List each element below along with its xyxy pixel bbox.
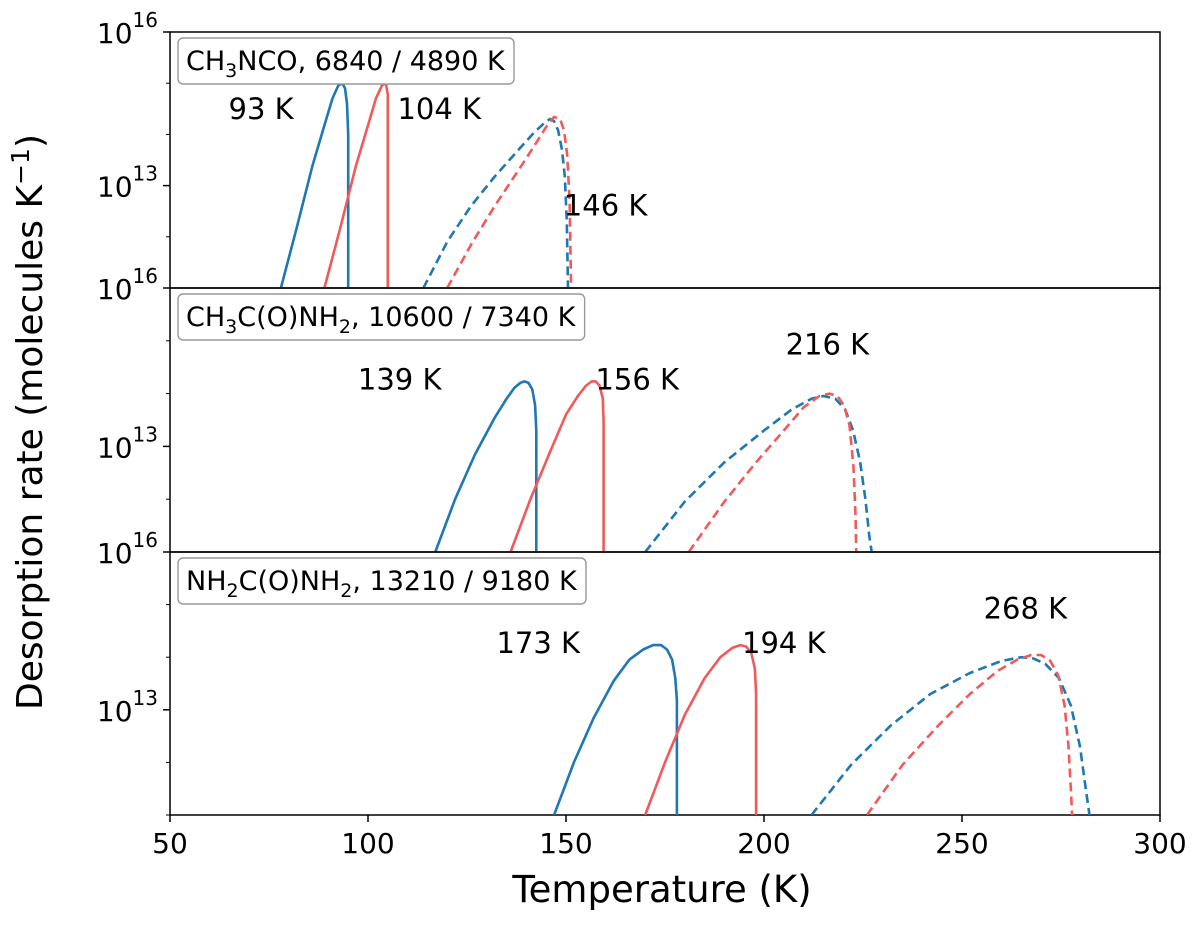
- curve-red-solid: [509, 380, 605, 552]
- panel-label-box: [177, 37, 515, 85]
- y-axis-label-main: Desorption rate (molecules K: [10, 184, 51, 711]
- curve-blue-solid: [279, 81, 350, 288]
- y-axis-label-close: ): [10, 134, 51, 148]
- y-axis-label: Desorption rate (molecules K−1): [6, 134, 51, 710]
- y-tick-mid-label: 1013: [97, 422, 158, 464]
- curve-blue-dashed: [422, 117, 570, 288]
- panel-3: 1016 1013 173 K 194 K 268 K NH2C(O)NH2, 13210…: [97, 528, 1161, 816]
- panel-label-box: [177, 557, 587, 605]
- x-tick-label: 200: [737, 827, 790, 860]
- peak-annotation: 139 K: [358, 362, 443, 396]
- panel-label: CH3NCO, 6840 / 4890 K: [177, 37, 515, 85]
- curve-blue-solid: [434, 380, 538, 552]
- curve-red-dashed: [687, 392, 858, 552]
- x-tick-label: 150: [539, 827, 592, 860]
- y-tick-top-label: 1016: [97, 528, 158, 570]
- curve-blue-solid: [552, 643, 679, 815]
- panels-layer: 1016 1013 93 K 104 K 146 K CH3NCO, 6840 / 489…: [97, 8, 1161, 816]
- peak-annotation: 173 K: [496, 626, 581, 660]
- peak-annotation: 93 K: [229, 92, 295, 126]
- y-tick-mid-label: 1013: [97, 162, 158, 204]
- panel-label-text: CH3C(O)NH2, 10600 / 7340 K: [186, 302, 577, 338]
- panel-label-text: NH2C(O)NH2, 13210 / 9180 K: [186, 566, 578, 602]
- panel-2: 1016 1013 139 K 156 K 216 K CH3C(O)NH2, 10600…: [97, 264, 1161, 553]
- peak-annotation: 194 K: [742, 626, 827, 660]
- peak-annotation: 268 K: [984, 591, 1069, 625]
- panel-label-box: [177, 293, 586, 341]
- curve-red-dashed: [865, 653, 1074, 815]
- panel-label-text: CH3NCO, 6840 / 4890 K: [186, 46, 506, 82]
- panel-frame: [169, 551, 1161, 816]
- curve-red-dashed: [446, 115, 573, 288]
- peak-annotation: 156 K: [595, 362, 680, 396]
- peak-annotation: 104 K: [397, 92, 482, 126]
- peak-annotation: 216 K: [786, 328, 871, 362]
- curve-blue-dashed: [644, 394, 873, 552]
- x-tick-label: 100: [341, 827, 394, 860]
- y-tick-top-label: 1016: [97, 264, 158, 306]
- peak-annotation: 146 K: [564, 189, 649, 223]
- panel-label: NH2C(O)NH2, 13210 / 9180 K: [177, 557, 587, 605]
- x-tick-label: 250: [935, 827, 988, 860]
- y-tick-mid-label: 1013: [97, 686, 158, 728]
- panel-1: 1016 1013 93 K 104 K 146 K CH3NCO, 6840 / 489…: [97, 8, 1161, 289]
- x-axis: 50 100 150 200 250 300: [152, 815, 1187, 860]
- x-tick-label: 50: [152, 827, 188, 860]
- x-axis-label: Temperature (K): [511, 868, 811, 911]
- curve-blue-dashed: [810, 655, 1091, 815]
- panel-label: CH3C(O)NH2, 10600 / 7340 K: [177, 293, 586, 341]
- curve-red-solid: [323, 81, 390, 288]
- y-tick-top-label: 1016: [97, 8, 158, 50]
- x-tick-label: 300: [1133, 827, 1186, 860]
- y-axis-label-sup: −1: [6, 148, 35, 185]
- curve-red-solid: [643, 643, 758, 815]
